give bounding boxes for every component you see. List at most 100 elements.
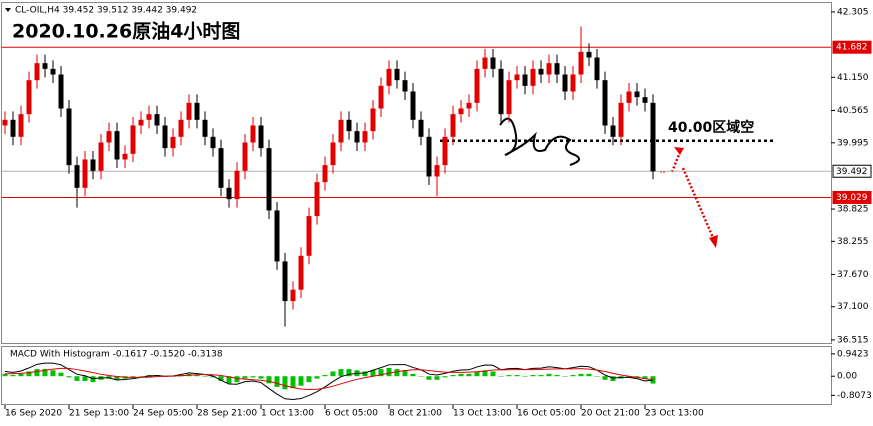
y-tick-label: 41.150	[837, 73, 869, 83]
candle-body	[130, 125, 136, 154]
candle-body	[314, 182, 320, 217]
histogram-bar	[642, 376, 648, 379]
candle-body	[306, 216, 312, 256]
histogram-bar	[490, 371, 496, 377]
candle-body	[330, 142, 336, 166]
x-tick-label: 13 Oct 13:00	[453, 409, 512, 419]
x-tick-label: 24 Sep 05:00	[133, 409, 193, 419]
candle-body	[274, 210, 280, 262]
candle-body	[194, 102, 200, 120]
histogram-bar	[586, 373, 592, 377]
candle-body	[354, 131, 360, 143]
y-tick-label: 0.00	[837, 372, 857, 382]
histogram-bar	[378, 369, 384, 377]
histogram-bar	[482, 370, 488, 377]
histogram-bar	[290, 376, 296, 389]
candle-body	[178, 119, 184, 137]
y-tick-label: 38.255	[837, 237, 869, 247]
histogram-bar	[42, 369, 48, 377]
candle-body	[82, 159, 88, 188]
histogram-bar	[138, 376, 144, 377]
candle-body	[114, 131, 120, 160]
level-label: 39.492	[836, 167, 868, 177]
histogram-bar	[130, 376, 136, 378]
level-box	[832, 40, 872, 54]
arrow-head	[674, 147, 684, 155]
histogram-bar	[242, 376, 248, 379]
histogram-bar	[530, 375, 536, 377]
histogram-bar	[234, 376, 240, 383]
y-tick-label: 37.670	[837, 270, 869, 280]
y-tick-label: 40.565	[837, 106, 869, 116]
histogram-bar	[450, 375, 456, 377]
histogram-bar	[386, 367, 392, 377]
histogram-bar	[506, 375, 512, 377]
histogram-bar	[82, 376, 88, 381]
signature	[499, 117, 580, 166]
candle-body	[154, 114, 160, 126]
x-tick-label: 20 Oct 21:00	[581, 409, 640, 419]
histogram-bar	[362, 371, 368, 377]
candle-body	[10, 119, 16, 137]
histogram-bar	[282, 376, 288, 390]
candle-body	[498, 68, 504, 115]
candle-body	[610, 125, 616, 137]
candle-body	[442, 136, 448, 166]
candle-body	[74, 165, 80, 188]
histogram-bar	[274, 376, 280, 387]
candle-body	[18, 114, 24, 137]
symbol-header: CL-OIL,H4 39.452 39.512 39.442 39.492	[15, 6, 197, 16]
level-box	[832, 190, 872, 204]
histogram-bar	[458, 373, 464, 377]
histogram-bar	[210, 376, 216, 378]
arrows	[670, 151, 716, 241]
candle-body	[514, 74, 520, 81]
arrow-down	[681, 167, 716, 241]
candle-body	[418, 119, 424, 137]
histogram-bar	[442, 376, 448, 378]
histogram-bar	[2, 373, 8, 377]
histogram-bar	[546, 373, 552, 377]
candle-body	[146, 114, 152, 120]
histogram-bar	[626, 376, 632, 378]
candle-body	[522, 74, 528, 86]
candle-body	[298, 255, 304, 290]
candle-body	[594, 57, 600, 81]
histogram-bar	[258, 376, 264, 379]
histogram-bar	[466, 373, 472, 377]
candle-body	[50, 68, 56, 75]
candle-body	[138, 119, 144, 126]
candle-body	[66, 108, 72, 166]
histogram-bar	[314, 376, 320, 379]
histogram-bar	[434, 376, 440, 380]
candle-body	[26, 80, 32, 115]
candle-body	[242, 142, 248, 171]
histogram-bar	[562, 376, 568, 377]
histogram-bar	[10, 375, 16, 377]
candle-body	[290, 289, 296, 302]
x-tick-label: 21 Sep 13:00	[69, 409, 129, 419]
candle-body	[250, 125, 256, 143]
candle-body	[602, 80, 608, 126]
histogram-bar	[426, 376, 432, 380]
histogram-bar	[418, 376, 424, 377]
chart-title: 2020.10.26原油4小时图	[12, 21, 240, 43]
histogram-bar	[346, 369, 352, 377]
histogram-bar	[594, 376, 600, 377]
y-tick-label: 42.305	[837, 7, 869, 17]
histogram-bar	[514, 375, 520, 377]
candle-body	[434, 165, 440, 177]
y-tick-label: 37.100	[837, 302, 869, 312]
histogram-bar	[194, 375, 200, 377]
histogram-bar	[18, 373, 24, 377]
histogram-bar	[570, 375, 576, 377]
level-label: 41.682	[836, 43, 868, 53]
histogram-bar	[74, 376, 80, 381]
candle-body	[578, 51, 584, 75]
histogram-bar	[538, 375, 544, 377]
histogram-bar	[306, 376, 312, 383]
candle-body	[546, 63, 552, 75]
candle-body	[490, 57, 496, 69]
